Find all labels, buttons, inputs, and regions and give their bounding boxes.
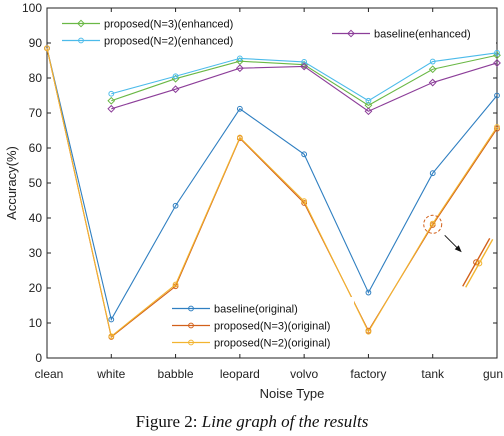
data-point [108, 333, 115, 340]
x-tick-label-white: white [96, 367, 125, 381]
series-baseline(original) [44, 45, 500, 323]
x-tick-label-factory: factory [350, 367, 386, 381]
series-line [46, 48, 498, 338]
y-tick-label: 10 [29, 316, 43, 330]
data-point [494, 92, 500, 99]
zoom-arrow-shaft [444, 234, 460, 250]
data-point [429, 58, 436, 65]
legend-label: proposed(N=2)(enhanced) [104, 36, 233, 48]
data-point [108, 90, 115, 97]
data-point [171, 85, 180, 94]
data-point [429, 170, 436, 177]
y-tick-label: 100 [22, 1, 42, 15]
data-point [44, 45, 50, 52]
highlight-circle [423, 214, 443, 234]
data-point [236, 134, 243, 141]
legend-box [58, 12, 254, 52]
figure-number: Figure 2: [135, 412, 198, 431]
series-line [111, 62, 498, 112]
legend-label: baseline(original) [214, 304, 298, 316]
series-line [46, 48, 498, 338]
legend-label: baseline(enhanced) [374, 29, 471, 41]
series-layer [44, 45, 501, 340]
y-tick-label: 0 [35, 351, 42, 365]
zoom-line-n2 [465, 238, 494, 288]
data-point [172, 73, 179, 80]
data-point [301, 151, 308, 158]
zoom-annotation [423, 214, 494, 288]
data-point [236, 55, 243, 62]
data-point [172, 202, 179, 209]
series-baseline(enhanced) [107, 59, 501, 116]
data-point [108, 316, 115, 323]
x-tick-label-gun: gun [483, 367, 503, 381]
legend-swatch-marker [78, 37, 84, 44]
data-point [364, 107, 373, 116]
legend-swatch-marker [347, 29, 355, 38]
zoom-arrow-head [454, 245, 462, 253]
x-axis-label: Noise Type [260, 386, 325, 401]
y-tick-label: 50 [29, 176, 43, 190]
legend-label: proposed(N=3)(enhanced) [104, 19, 233, 31]
zoom-marker-n2 [476, 260, 483, 267]
data-point [493, 59, 501, 67]
x-tick-label-clean: clean [35, 367, 64, 381]
legend-top-right: baseline(enhanced) [328, 22, 496, 45]
legend-box [328, 22, 496, 45]
zoom-marker-n3 [473, 259, 480, 266]
legend-label: proposed(N=3)(original) [214, 321, 330, 333]
legend-swatch-marker [77, 19, 85, 28]
x-tick-label-volvo: volvo [290, 367, 318, 381]
line-chart: 0 10 20 30 40 50 60 70 80 90 100 clean white babble le… [4, 1, 503, 401]
data-point [494, 125, 500, 132]
series-proposed(N=3)(original) [44, 45, 500, 340]
figure-title: Line graph of the results [201, 412, 369, 431]
data-point [429, 220, 436, 227]
y-tick-label: 20 [29, 281, 43, 295]
figure-caption: Figure 2: Line graph of the results [0, 412, 504, 432]
data-point [172, 281, 179, 288]
x-tick-label-babble: babble [158, 367, 194, 381]
data-point [428, 78, 437, 87]
legend-swatch-marker [188, 305, 194, 312]
x-tick-label-tank: tank [421, 367, 445, 381]
data-point [301, 59, 308, 65]
series-proposed(N=2)(original) [44, 45, 500, 340]
data-point [301, 198, 308, 205]
legend-top-left: proposed(N=3)(enhanced) proposed(N=2)(enh… [58, 12, 254, 52]
data-point [300, 62, 309, 71]
series-proposed(N=2)(enhanced) [108, 49, 500, 104]
data-point [494, 124, 500, 130]
y-tick-label: 60 [29, 141, 43, 155]
y-tick-label: 80 [29, 71, 43, 85]
data-point [494, 49, 500, 56]
y-tick-label: 70 [29, 106, 43, 120]
data-point [235, 64, 244, 73]
legend-layer: proposed(N=3)(enhanced) proposed(N=2)(enh… [58, 12, 496, 354]
data-point [365, 289, 372, 296]
data-point [107, 104, 116, 113]
y-tick-label: 30 [29, 246, 43, 260]
y-tick-label: 40 [29, 211, 43, 225]
legend-swatch-marker [188, 322, 194, 329]
axes: 0 10 20 30 40 50 60 70 80 90 100 clean white babble le… [4, 1, 503, 401]
x-tick-label-leopard: leopard [220, 367, 260, 381]
data-point [365, 328, 372, 335]
y-tick-label: 90 [29, 36, 43, 50]
legend-bottom-center: baseline(original) proposed(N=3)(original… [168, 297, 354, 354]
data-point [428, 65, 437, 74]
data-point [107, 96, 116, 105]
y-axis-label: Accuracy(%) [4, 146, 19, 220]
legend-swatch-marker [188, 339, 194, 346]
data-point [365, 97, 372, 104]
series-line [111, 52, 498, 102]
legend-label: proposed(N=2)(original) [214, 338, 330, 350]
data-point [236, 105, 243, 112]
zoom-line-n3 [462, 237, 491, 287]
series-line [46, 48, 498, 321]
